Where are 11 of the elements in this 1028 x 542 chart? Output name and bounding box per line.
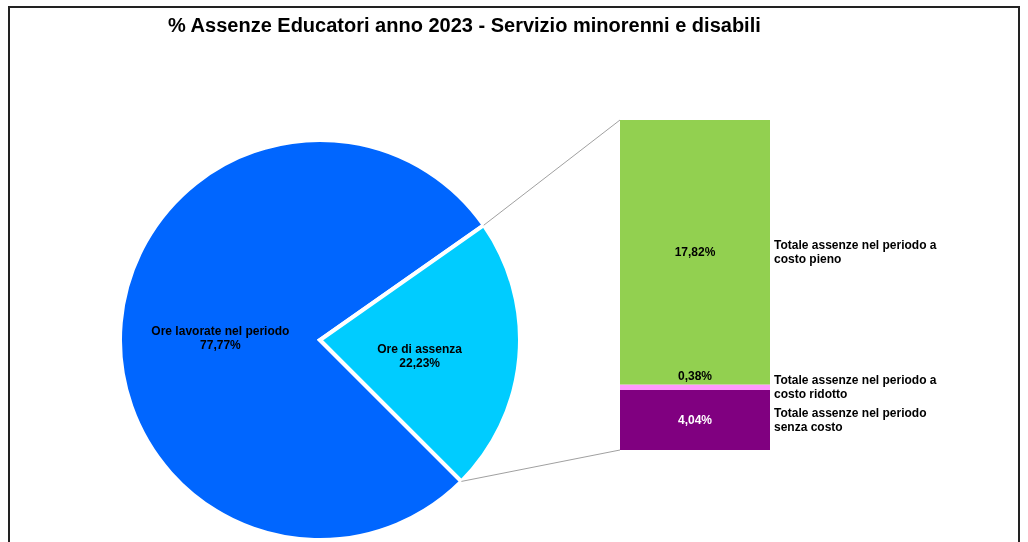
- slice-label: Ore di assenza: [377, 341, 463, 356]
- data-label: 17,82%: [674, 245, 716, 260]
- data-label: 0,38%: [677, 369, 713, 384]
- data-label: 4,04%: [677, 413, 713, 428]
- chart-title: % Assenze Educatori anno 2023 - Servizio minorenni e disabili: [168, 14, 761, 36]
- series-label: Totale assenze nel periodo a costo ridotto: [774, 373, 937, 402]
- series-label: Totale assenze nel periodo a costo pieno: [774, 238, 937, 267]
- series-label: Totale assenze nel periodo senza costo: [774, 406, 927, 435]
- data-label: 22,23%: [399, 355, 441, 370]
- data-label: 77,77%: [200, 338, 242, 353]
- slice-label: Ore lavorate nel periodo: [151, 324, 290, 339]
